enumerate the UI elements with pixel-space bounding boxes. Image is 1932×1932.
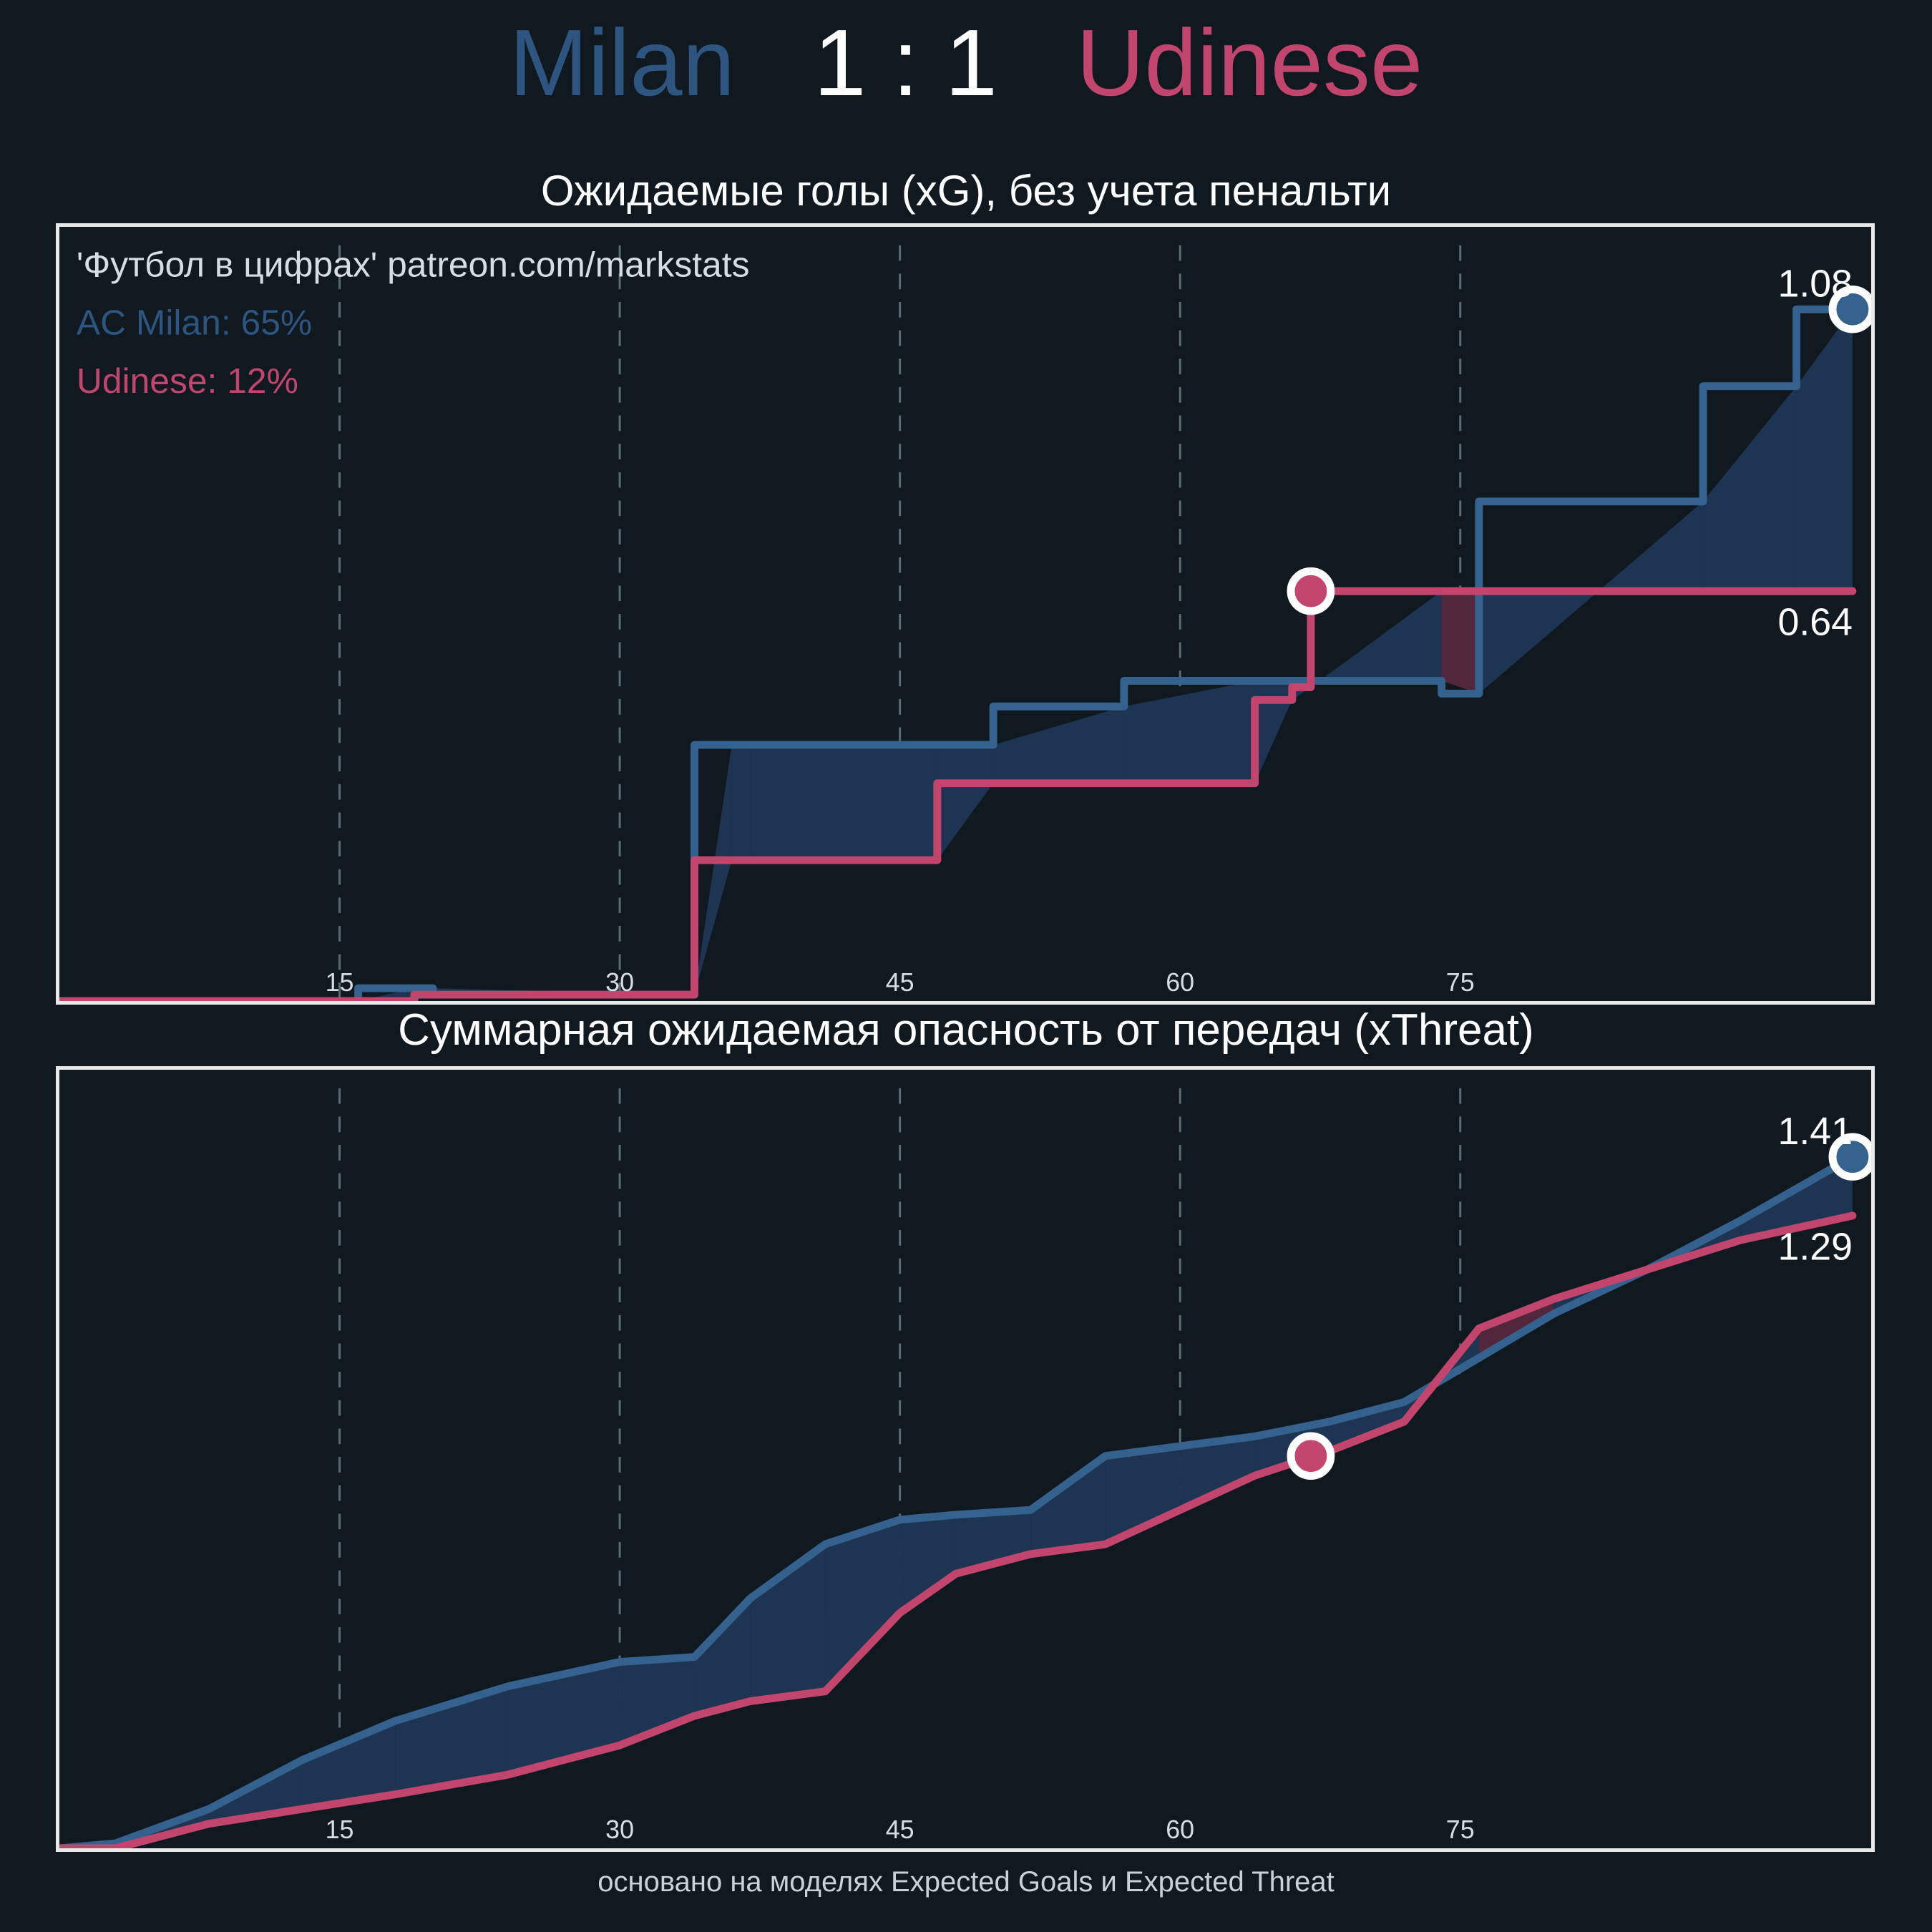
end-value-labels: 1.41 1.29 — [1777, 1110, 1853, 1268]
series-band — [1330, 1402, 1405, 1451]
xthreat-chart-svg: 15 30 45 60 75 1.41 1.29 — [59, 1088, 1871, 1848]
away-team-name: Udinese — [1076, 10, 1423, 115]
series-line-away — [59, 1211, 1857, 1848]
away-end-value: 1.29 — [1777, 1226, 1853, 1269]
x-tick-label: 30 — [605, 1815, 634, 1844]
x-tick-label: 75 — [1446, 1815, 1475, 1844]
goal-marker[interactable] — [1828, 286, 1871, 333]
goal-markers — [1287, 286, 1871, 615]
xg-chart-panel: 15 30 45 60 75 1.08 0.64 'Футбол в цифрах' patr… — [56, 223, 1875, 1005]
below-area — [59, 1215, 1853, 1848]
series-band — [1441, 591, 1479, 694]
series-band — [694, 744, 732, 995]
x-tick-label: 75 — [1446, 968, 1475, 997]
series-line-away — [59, 587, 1857, 1001]
goal-markers — [1287, 1133, 1871, 1480]
series-band — [750, 744, 937, 861]
series-line-home — [59, 305, 1857, 1001]
xthreat-chart-panel: 15 30 45 60 75 1.41 1.29 — [56, 1066, 1875, 1852]
x-axis-ticks: 15 30 45 60 75 — [326, 968, 1475, 997]
series-band — [507, 1662, 620, 1775]
series-band — [1796, 309, 1853, 592]
match-title: Milan 1 : 1 Udinese — [0, 16, 1932, 110]
series-band — [899, 1514, 956, 1614]
xg-chart-svg: 15 30 45 60 75 1.08 0.64 'Футбол в цифрах' patr… — [59, 244, 1871, 1001]
x-tick-label: 45 — [886, 968, 914, 997]
series-band — [825, 1519, 900, 1692]
series-band — [302, 1720, 396, 1810]
goal-marker[interactable] — [1828, 1133, 1871, 1181]
series-lines — [59, 1153, 1857, 1848]
legend-credit: 'Футбол в цифрах' patreon.com/markstats — [77, 244, 750, 284]
series-band — [1105, 1446, 1181, 1545]
x-tick-label: 60 — [1166, 968, 1194, 997]
end-value-labels: 1.08 0.64 — [1777, 263, 1853, 644]
series-band — [731, 744, 751, 861]
series-fills — [59, 1156, 1853, 1848]
series-band — [993, 706, 1124, 784]
series-band — [1123, 680, 1255, 784]
home-end-value: 1.41 — [1777, 1110, 1853, 1153]
chart-footer-note: основано на моделях Expected Goals и Exp… — [597, 1866, 1335, 1898]
below-area — [59, 591, 1853, 1001]
home-team-name: Milan — [509, 10, 736, 115]
goal-marker[interactable] — [1287, 567, 1335, 615]
chart-legend: 'Футбол в цифрах' patreon.com/markstats A… — [77, 244, 750, 400]
x-tick-label: 60 — [1166, 1815, 1194, 1844]
series-band — [694, 1598, 751, 1716]
series-band — [1254, 680, 1292, 784]
x-tick-label: 15 — [326, 968, 354, 997]
series-lines — [59, 305, 1857, 1001]
series-band — [750, 1544, 826, 1702]
xthreat-chart-title: Суммарная ожидаемая опасность от передач… — [398, 1005, 1534, 1055]
series-band — [1030, 1455, 1106, 1554]
x-tick-label: 30 — [605, 968, 634, 997]
series-band — [1180, 1436, 1255, 1511]
series-fills — [59, 309, 1853, 1001]
x-axis-ticks: 15 30 45 60 75 — [326, 1815, 1475, 1844]
x-tick-label: 15 — [326, 1815, 354, 1844]
series-band — [1310, 591, 1442, 688]
series-band — [1703, 386, 1797, 592]
goal-marker[interactable] — [1287, 1432, 1335, 1480]
away-end-value: 0.64 — [1777, 601, 1853, 644]
x-tick-label: 45 — [886, 1815, 914, 1844]
match-score: 1 : 1 — [814, 10, 997, 115]
series-band — [937, 744, 994, 861]
legend-away-label: Udinese: 12% — [77, 361, 298, 401]
chart-subtitle: Ожидаемые голы (xG), без учета пенальти — [540, 167, 1392, 215]
series-line-home — [59, 1153, 1857, 1848]
legend-home-label: AC Milan: 65% — [77, 303, 312, 343]
home-end-value: 1.08 — [1777, 263, 1853, 306]
